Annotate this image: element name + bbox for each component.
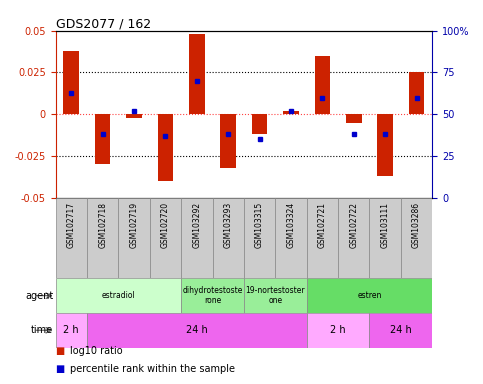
Bar (314, 56, 330, 114)
Text: estradiol: estradiol (101, 291, 135, 300)
Bar (338, 198, 369, 278)
Bar (56, 313, 87, 348)
Bar (401, 198, 432, 278)
Bar (220, 114, 236, 168)
Bar (56, 198, 87, 278)
Bar (307, 313, 369, 348)
Bar (377, 114, 393, 176)
Bar (369, 313, 432, 348)
Bar (252, 114, 268, 134)
Bar (181, 278, 244, 313)
Bar (244, 278, 307, 313)
Text: 2 h: 2 h (330, 325, 346, 335)
Text: ■: ■ (56, 346, 68, 356)
Text: GSM102722: GSM102722 (349, 202, 358, 248)
Text: GSM103293: GSM103293 (224, 202, 233, 248)
Bar (283, 111, 299, 114)
Bar (244, 198, 275, 278)
Bar (56, 278, 181, 313)
Text: GSM103286: GSM103286 (412, 202, 421, 248)
Text: GSM103111: GSM103111 (381, 202, 390, 248)
Text: time: time (31, 325, 53, 335)
Text: GSM103292: GSM103292 (192, 202, 201, 248)
Text: percentile rank within the sample: percentile rank within the sample (70, 364, 235, 374)
Text: ■: ■ (56, 364, 68, 374)
Bar (157, 114, 173, 181)
Text: GSM103324: GSM103324 (286, 202, 296, 248)
Text: GSM103315: GSM103315 (255, 202, 264, 248)
Bar (307, 198, 338, 278)
Text: GSM102718: GSM102718 (98, 202, 107, 248)
Text: GDS2077 / 162: GDS2077 / 162 (56, 17, 151, 30)
Text: agent: agent (25, 291, 53, 301)
Bar (87, 198, 118, 278)
Text: 19-nortestoster
one: 19-nortestoster one (245, 286, 305, 305)
Bar (275, 198, 307, 278)
Text: GSM102720: GSM102720 (161, 202, 170, 248)
Text: log10 ratio: log10 ratio (70, 346, 123, 356)
Text: GSM102721: GSM102721 (318, 202, 327, 248)
Text: 24 h: 24 h (390, 325, 412, 335)
Bar (369, 198, 401, 278)
Bar (307, 278, 432, 313)
Bar (189, 34, 205, 114)
Bar (409, 73, 425, 114)
Bar (95, 114, 111, 164)
Text: estren: estren (357, 291, 382, 300)
Text: 2 h: 2 h (63, 325, 79, 335)
Bar (87, 313, 307, 348)
Bar (126, 114, 142, 118)
Bar (346, 114, 362, 122)
Text: GSM102717: GSM102717 (67, 202, 76, 248)
Text: GSM102719: GSM102719 (129, 202, 139, 248)
Text: 24 h: 24 h (186, 325, 208, 335)
Bar (118, 198, 150, 278)
Bar (181, 198, 213, 278)
Text: dihydrotestoste
rone: dihydrotestoste rone (183, 286, 242, 305)
Bar (213, 198, 244, 278)
Bar (150, 198, 181, 278)
Bar (63, 51, 79, 114)
